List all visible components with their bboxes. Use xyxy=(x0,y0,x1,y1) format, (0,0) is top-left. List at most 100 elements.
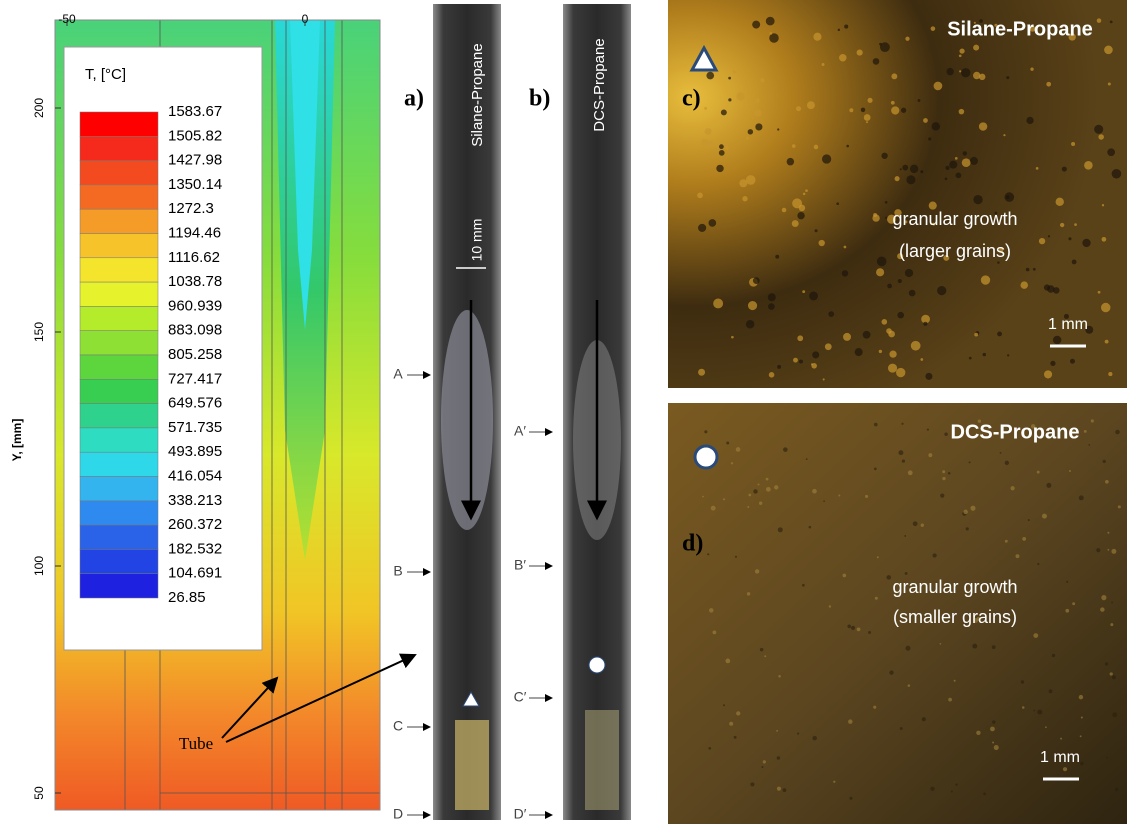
grain xyxy=(711,506,716,511)
tube-highlight xyxy=(441,310,493,530)
grain xyxy=(849,797,852,800)
grain xyxy=(1082,239,1090,247)
grain xyxy=(972,644,977,649)
legend-swatch xyxy=(80,112,158,136)
grain xyxy=(851,626,855,630)
grain xyxy=(734,736,737,739)
legend-swatch xyxy=(80,331,158,355)
grain xyxy=(923,322,927,326)
grain xyxy=(1069,470,1071,472)
grain xyxy=(704,430,707,433)
grain xyxy=(1033,268,1036,271)
y-tick-label: 50 xyxy=(32,786,46,800)
grain xyxy=(728,77,731,80)
grain xyxy=(702,496,704,498)
grain xyxy=(887,284,892,289)
grain xyxy=(973,195,982,204)
grain xyxy=(928,453,932,457)
position-label: B′ xyxy=(514,557,526,573)
grain xyxy=(1016,554,1020,558)
grain xyxy=(879,350,882,353)
grain xyxy=(885,201,888,204)
grain xyxy=(1068,237,1071,240)
grain xyxy=(1065,609,1069,613)
grain xyxy=(846,145,849,148)
legend-title: T, [°C] xyxy=(85,66,126,83)
grain xyxy=(875,597,878,600)
grain xyxy=(1037,563,1039,565)
grain xyxy=(709,219,717,227)
grain xyxy=(815,229,818,232)
grain xyxy=(902,459,905,462)
grain xyxy=(879,43,882,46)
grain xyxy=(770,32,773,35)
grain xyxy=(979,122,987,130)
legend-label: 338.213 xyxy=(168,492,222,509)
grain xyxy=(877,257,887,267)
grain xyxy=(777,365,781,369)
grain xyxy=(1097,18,1102,23)
grain xyxy=(797,212,804,219)
grain xyxy=(813,33,821,41)
grain xyxy=(811,363,817,369)
grain xyxy=(969,461,971,463)
grain xyxy=(755,123,762,130)
grain xyxy=(992,645,996,649)
grain xyxy=(959,54,962,57)
grain xyxy=(901,108,906,113)
grain xyxy=(844,246,847,249)
panel-label: c) xyxy=(682,86,701,112)
grain xyxy=(1079,695,1083,699)
grain xyxy=(881,153,887,159)
grain xyxy=(1048,235,1050,237)
grain xyxy=(920,170,923,173)
grain xyxy=(990,727,995,732)
grain xyxy=(1020,281,1028,289)
grain xyxy=(955,157,958,160)
grain xyxy=(976,731,980,735)
grain xyxy=(983,353,986,356)
grain xyxy=(843,333,851,341)
grain xyxy=(942,477,945,480)
legend-swatch xyxy=(80,306,158,330)
grain xyxy=(1053,336,1061,344)
grain xyxy=(885,217,887,219)
grain xyxy=(900,727,903,730)
grain xyxy=(997,332,1002,337)
grain xyxy=(736,711,740,715)
grain xyxy=(847,625,851,629)
grain xyxy=(748,129,753,134)
legend-swatch xyxy=(80,185,158,209)
legend-label: 1038.78 xyxy=(168,273,222,290)
grain xyxy=(748,494,751,497)
grain xyxy=(754,98,760,104)
grain xyxy=(1107,549,1109,551)
grain xyxy=(768,303,775,310)
panel-label: d) xyxy=(682,531,703,557)
grain xyxy=(1063,767,1067,771)
grain xyxy=(961,68,970,77)
grain xyxy=(1101,303,1110,312)
grain xyxy=(1045,726,1047,728)
grain xyxy=(927,429,929,431)
grain xyxy=(973,45,979,51)
legend-swatch xyxy=(80,428,158,452)
grain xyxy=(812,351,819,358)
grain xyxy=(1074,223,1077,226)
grain xyxy=(746,137,749,140)
legend-label: 960.939 xyxy=(168,297,222,314)
grain xyxy=(951,791,953,793)
grain xyxy=(874,423,878,427)
grain xyxy=(733,70,736,73)
grain xyxy=(944,432,947,435)
grain xyxy=(731,336,734,339)
grain xyxy=(891,73,897,79)
caption: granular growth xyxy=(892,577,1017,597)
grain xyxy=(889,351,896,358)
grain xyxy=(1112,712,1117,717)
grain xyxy=(729,722,733,726)
grain xyxy=(1028,519,1030,521)
grain xyxy=(747,592,750,595)
grain xyxy=(891,106,899,114)
position-label: D′ xyxy=(514,806,527,822)
